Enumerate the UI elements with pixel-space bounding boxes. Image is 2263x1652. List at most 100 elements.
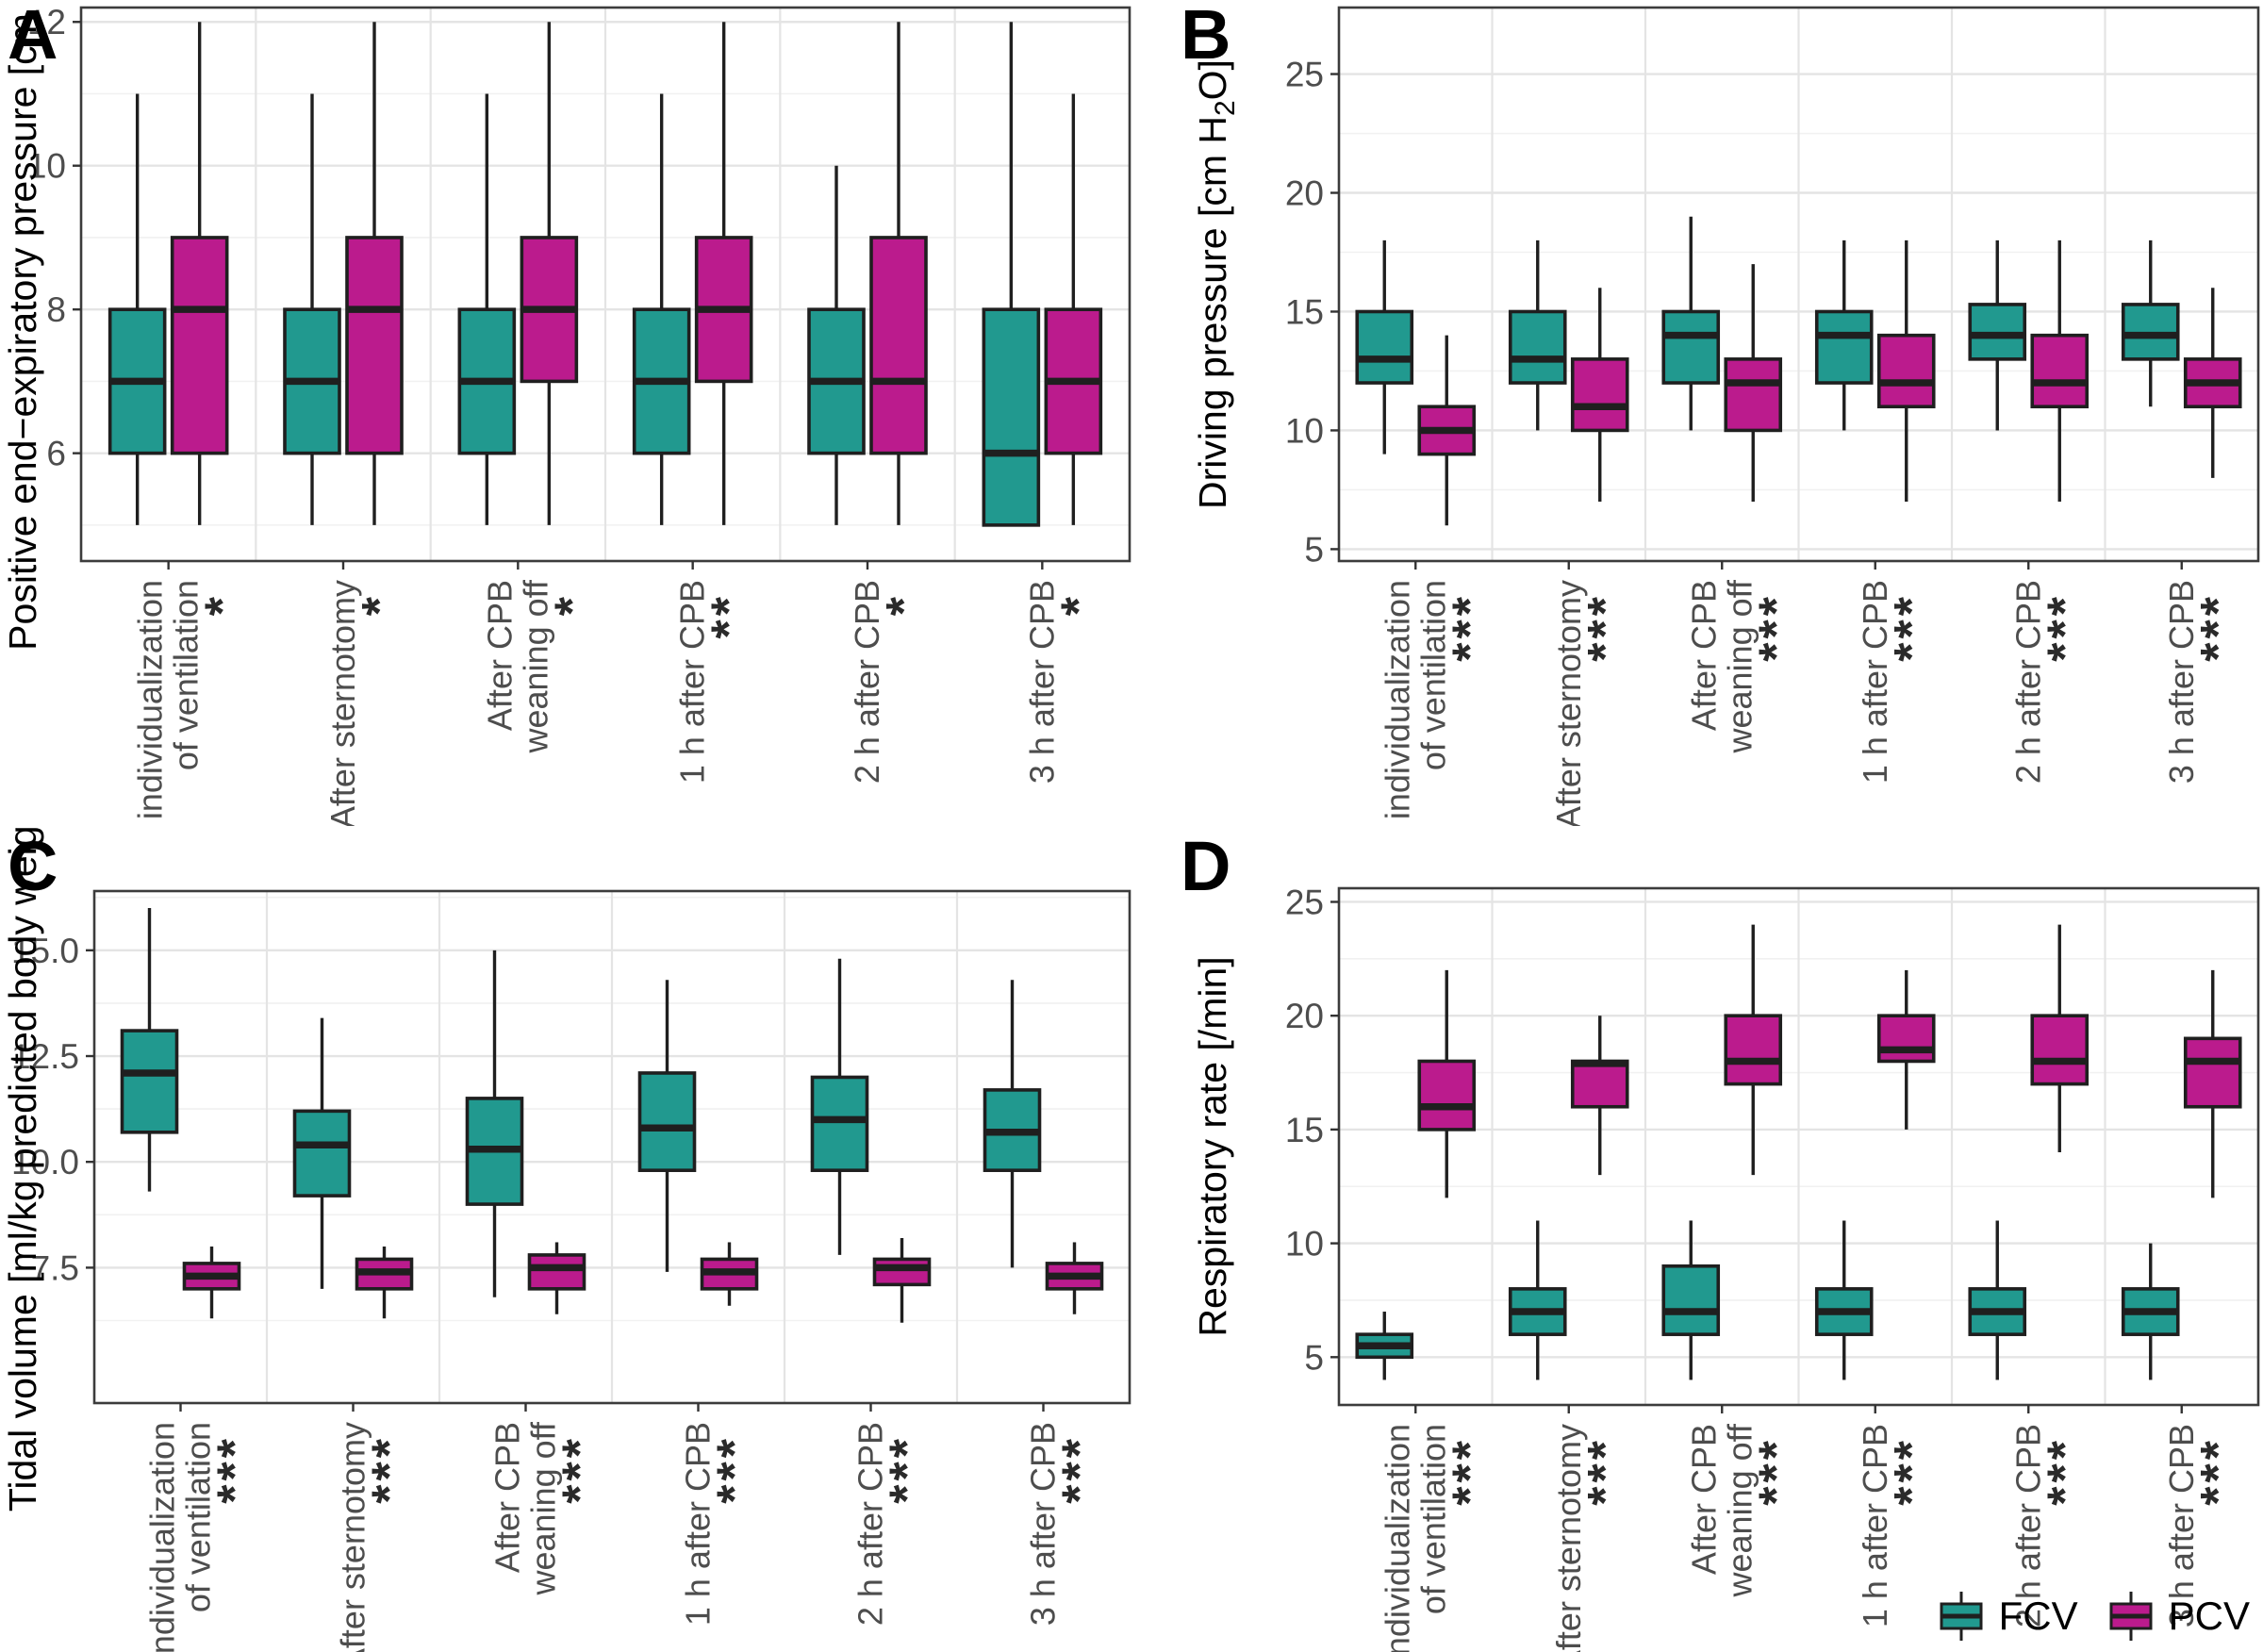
box-iqr (120, 1029, 179, 1134)
box-pcv-group3 (1724, 924, 1783, 1176)
significance-stars: *** (2191, 1437, 2246, 1506)
significance-stars: *** (1749, 593, 1804, 662)
box-fcv-group4 (632, 93, 691, 525)
box-pcv-group4 (700, 1242, 759, 1306)
box-fcv-group5 (1968, 1220, 2027, 1380)
y-tick-label: 20 (1285, 997, 1324, 1035)
fcv-boxplot-key-icon (1940, 1592, 1983, 1641)
panel-border (92, 889, 1132, 1405)
x-tick-label: After CPBweaning off*** (1684, 1423, 1804, 1597)
box-fcv-group1 (1355, 1312, 1414, 1380)
box-iqr (1661, 309, 1721, 385)
significance-stars: *** (708, 1435, 763, 1504)
box-pcv-group5 (2030, 240, 2090, 503)
box-iqr (872, 1257, 932, 1287)
box-iqr (1417, 1059, 1477, 1132)
panel-d-chart: 5 10 15 20 25 After individualizationof venti… (1191, 883, 2260, 1652)
box-pcv-group5 (872, 1237, 932, 1323)
box-iqr (527, 1253, 586, 1291)
x-tick-label: After CPBweaning off* (480, 579, 600, 753)
box-iqr (637, 1071, 697, 1172)
box-iqr (1508, 309, 1567, 385)
box-fcv-group3 (1661, 1220, 1721, 1380)
box-iqr (2121, 303, 2180, 361)
box-fcv-group2 (292, 1017, 352, 1289)
legend-entry-fcv: FCV (1937, 1590, 2078, 1643)
box-iqr (1724, 357, 1783, 433)
box-pcv-group2 (1570, 288, 1629, 503)
pcv-boxplot-key-icon (2109, 1592, 2153, 1641)
box-fcv-group4 (1814, 1220, 1874, 1380)
box-iqr (292, 1109, 352, 1198)
x-tick-label: 3 h after CPB*** (1024, 1422, 1108, 1626)
box-iqr (1570, 357, 1629, 433)
box-fcv-group5 (1968, 240, 2027, 431)
x-tick-label: After sternotomy*** (1549, 580, 1633, 826)
significance-stars: * (545, 593, 600, 616)
box-fcv-group6 (983, 980, 1042, 1268)
y-axis-title: Positive end−expiratory pressure [cm H2O… (1, 0, 51, 651)
box-pcv-group3 (1724, 264, 1783, 503)
y-tick-label: 5 (1304, 530, 1324, 569)
significance-stars: * (877, 593, 932, 616)
box-iqr (1355, 309, 1414, 385)
box-fcv-group5 (810, 958, 869, 1255)
significance-stars: *** (1885, 593, 1940, 662)
panel-d: D 5 10 15 20 25 After individualizationof ven… (1132, 826, 2263, 1652)
significance-stars: *** (1885, 1437, 1940, 1506)
legend-entry-pcv: PCV (2106, 1590, 2250, 1643)
y-tick-label: 8 (46, 290, 66, 329)
box-iqr (1814, 309, 1874, 385)
x-tick-label: After CPBweaning off*** (488, 1421, 608, 1595)
box-pcv-group1 (182, 1246, 241, 1319)
significance-stars: *** (1578, 1437, 1633, 1506)
y-tick-label: 15 (1285, 292, 1324, 331)
significance-stars: *** (363, 1435, 418, 1504)
box-iqr (2183, 1036, 2242, 1109)
y-tick-label: 12 (27, 3, 66, 41)
box-fcv-group6 (2121, 240, 2180, 407)
significance-stars: *** (2038, 593, 2092, 662)
box-pcv-group4 (1876, 240, 1936, 503)
panel-b-chart: 5 10 15 20 25 After individualizationof venti… (1191, 6, 2260, 826)
y-tick-label: 25 (1285, 56, 1324, 94)
box-iqr (1570, 1059, 1629, 1109)
significance-stars: *** (1578, 593, 1633, 662)
y-tick-label: 10 (1285, 411, 1324, 450)
x-tick-label: 3 h after CPB*** (2162, 580, 2246, 784)
box-fcv-group6 (982, 22, 1041, 527)
box-fcv-group1 (120, 907, 179, 1192)
x-tick-label: 1 h after CPB*** (1856, 1424, 1940, 1627)
box-pcv-group6 (2183, 288, 2242, 478)
y-tick-label: 25 (1285, 883, 1324, 921)
box-fcv-group3 (1661, 216, 1721, 431)
x-tick-label: After individualizationof ventilation*** (143, 1422, 263, 1652)
box-iqr (869, 236, 928, 455)
panel-border (79, 6, 1132, 563)
x-tick-label: After CPBweaning off*** (1684, 579, 1804, 753)
box-pcv-group2 (345, 22, 404, 525)
y-axis-title: Tidal volume [ml/kg predicted body weigh… (1, 826, 44, 1512)
box-fcv-group3 (457, 93, 517, 525)
y-tick-label: 5 (1304, 1338, 1324, 1377)
legend: FCV PCV (1937, 1590, 2250, 1643)
panel-a-label: A (8, 0, 58, 74)
x-tick-label: 1 h after CPB*** (1856, 580, 1940, 784)
panel-d-label: D (1181, 827, 1231, 905)
significance-stars: ** (702, 593, 757, 638)
box-fcv-group2 (1508, 1220, 1567, 1380)
significance-stars: *** (1749, 1437, 1804, 1506)
box-pcv-group2 (1570, 1016, 1629, 1176)
box-pcv-group1 (1417, 969, 1477, 1198)
box-pcv-group3 (520, 22, 579, 525)
box-pcv-group4 (1876, 969, 1936, 1130)
y-tick-label: 12.5 (11, 1037, 79, 1076)
x-tick-label: After individualizationof ventilation*** (1378, 580, 1497, 826)
y-tick-label: 15 (1285, 1111, 1324, 1149)
x-tick-label: 2 h after CPB*** (851, 1422, 935, 1626)
box-pcv-group1 (170, 22, 229, 525)
legend-label-fcv: FCV (1998, 1594, 2078, 1638)
box-pcv-group4 (694, 22, 753, 525)
x-tick-label: 3 h after CPB*** (2162, 1424, 2246, 1627)
y-tick-label: 15.0 (11, 932, 79, 970)
